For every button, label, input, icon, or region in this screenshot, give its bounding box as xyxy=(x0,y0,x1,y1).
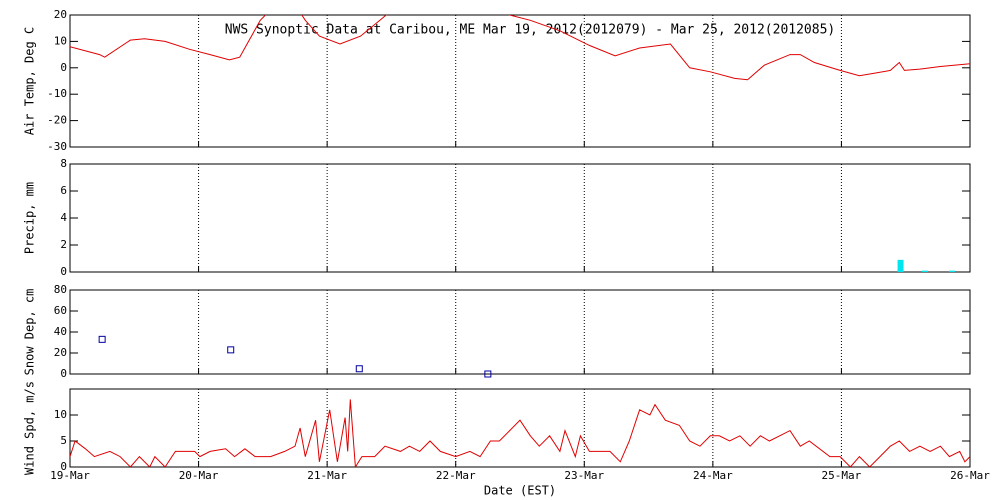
bar xyxy=(897,259,904,272)
y-tick-label: 10 xyxy=(54,408,67,421)
y-tick-label: 0 xyxy=(60,367,67,380)
y-tick-label: 0 xyxy=(60,265,67,278)
y-tick-label: -10 xyxy=(47,87,67,100)
y-axis-label: Wind Spd, m/s xyxy=(23,381,37,475)
point xyxy=(227,346,235,354)
point xyxy=(355,365,363,373)
x-tick-label: 21-Mar xyxy=(307,469,347,482)
data-line xyxy=(70,399,970,467)
plot-frame xyxy=(69,163,971,273)
y-tick-label: 40 xyxy=(54,325,67,338)
y-tick-label: 10 xyxy=(54,34,67,47)
x-tick-label: 22-Mar xyxy=(436,469,476,482)
y-tick-label: -20 xyxy=(47,114,67,127)
chart-title: NWS Synoptic Data at Caribou, ME Mar 19,… xyxy=(225,23,835,38)
y-tick-label: 6 xyxy=(60,184,67,197)
y-tick-label: 0 xyxy=(60,460,67,473)
y-tick-label: -30 xyxy=(47,140,67,153)
y-tick-label: 20 xyxy=(54,8,67,21)
y-tick-label: 60 xyxy=(54,304,67,317)
y-axis-label: Precip, mm xyxy=(23,182,37,254)
y-axis-label: Snow Dep, cm xyxy=(23,289,37,376)
x-tick-label: 24-Mar xyxy=(693,469,733,482)
x-tick-label: 26-Mar xyxy=(950,469,990,482)
x-tick-label: 23-Mar xyxy=(564,469,604,482)
y-tick-label: 20 xyxy=(54,346,67,359)
plot-frame xyxy=(69,388,971,468)
point xyxy=(484,370,492,378)
x-axis-label: Date (EST) xyxy=(484,484,556,498)
y-axis-label: Air Temp, Deg C xyxy=(23,27,37,135)
y-tick-label: 2 xyxy=(60,238,67,251)
plot-frame xyxy=(69,289,971,375)
y-tick-label: 8 xyxy=(60,157,67,170)
x-tick-label: 25-Mar xyxy=(822,469,862,482)
point xyxy=(98,335,106,343)
data-line xyxy=(70,15,970,81)
y-tick-label: 80 xyxy=(54,283,67,296)
y-tick-label: 5 xyxy=(60,434,67,447)
bar xyxy=(949,270,955,272)
x-tick-label: 20-Mar xyxy=(179,469,219,482)
x-tick-label: 19-Mar xyxy=(50,469,90,482)
y-tick-label: 0 xyxy=(60,61,67,74)
y-tick-label: 4 xyxy=(60,211,67,224)
bar xyxy=(922,270,928,272)
plot-frame xyxy=(69,14,971,148)
